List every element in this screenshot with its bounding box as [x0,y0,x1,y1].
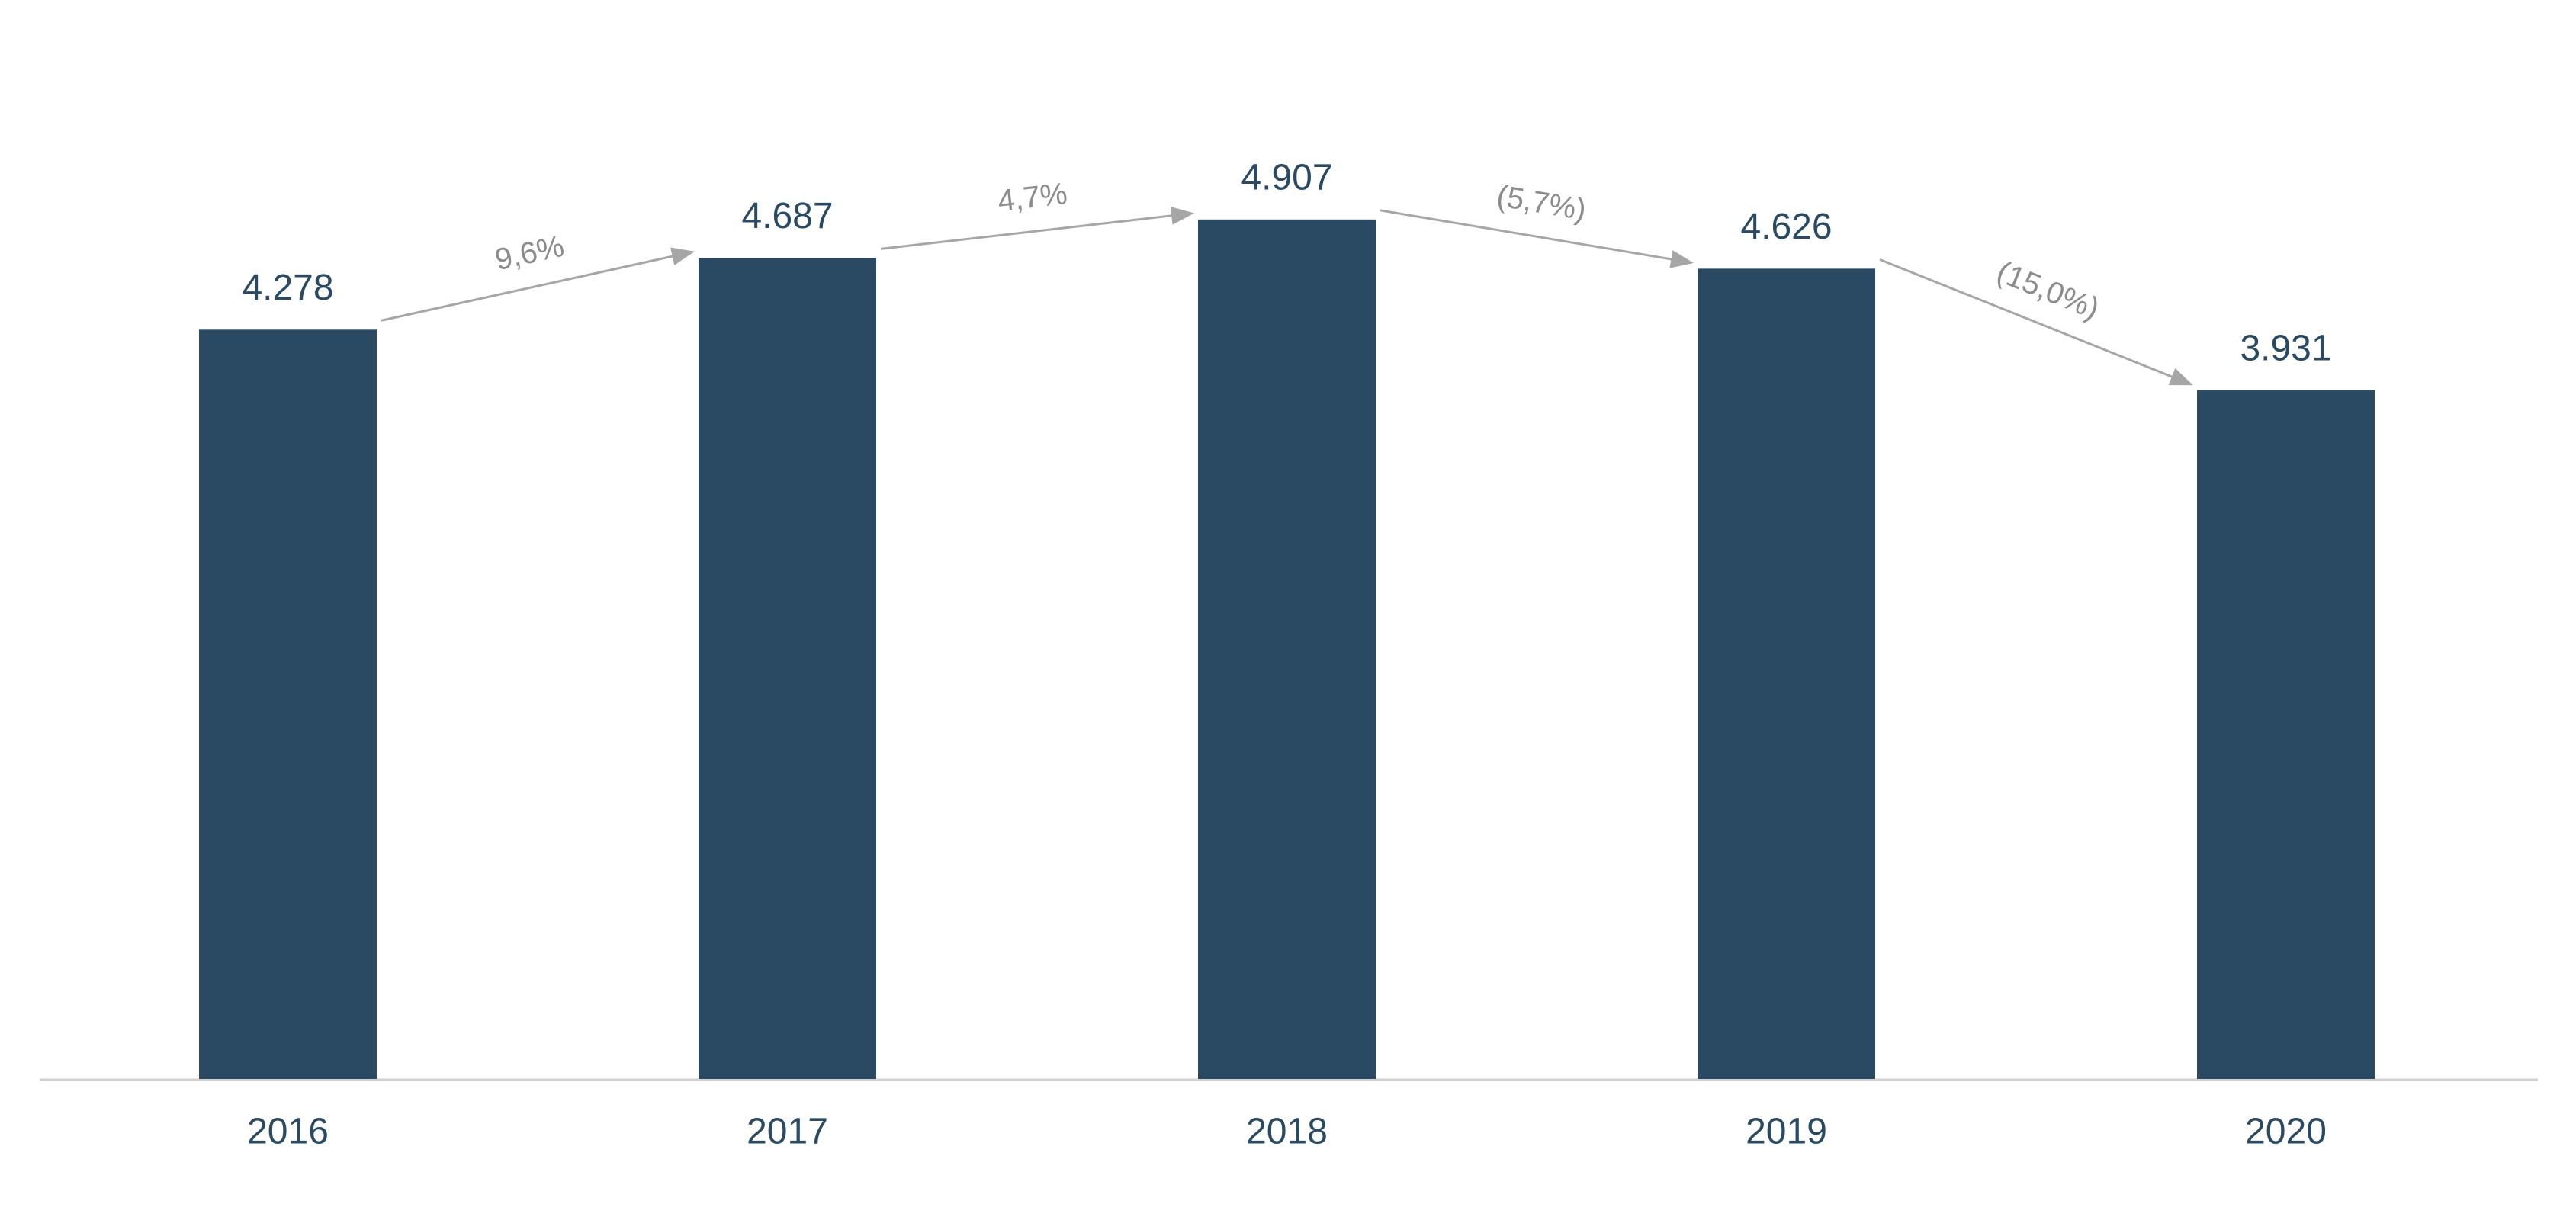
x-tick-label: 2016 [247,1112,329,1152]
change-arrow [880,206,1194,250]
bar [1198,219,1376,1079]
change-label: (15,0%) [1992,255,2103,326]
change-label: 9,6% [492,230,567,278]
change-arrow [381,247,695,322]
value-label: 4.907 [1241,157,1332,197]
change-arrow [1879,258,2193,386]
bar [2197,390,2375,1079]
value-label: 4.626 [1740,207,1832,247]
value-label: 3.931 [2240,329,2331,369]
x-tick-label: 2019 [1746,1112,1827,1152]
value-label: 4.278 [242,268,333,308]
change-label: (5,7%) [1495,179,1588,227]
x-tick-label: 2020 [2245,1112,2327,1152]
bar [199,329,377,1079]
change-label: 4,7% [996,177,1069,218]
x-tick-label: 2017 [747,1112,828,1152]
x-tick-label: 2018 [1246,1112,1328,1152]
bar [699,258,876,1079]
change-arrow [1380,209,1694,268]
bar [1698,268,1875,1079]
value-label: 4.687 [741,196,833,236]
